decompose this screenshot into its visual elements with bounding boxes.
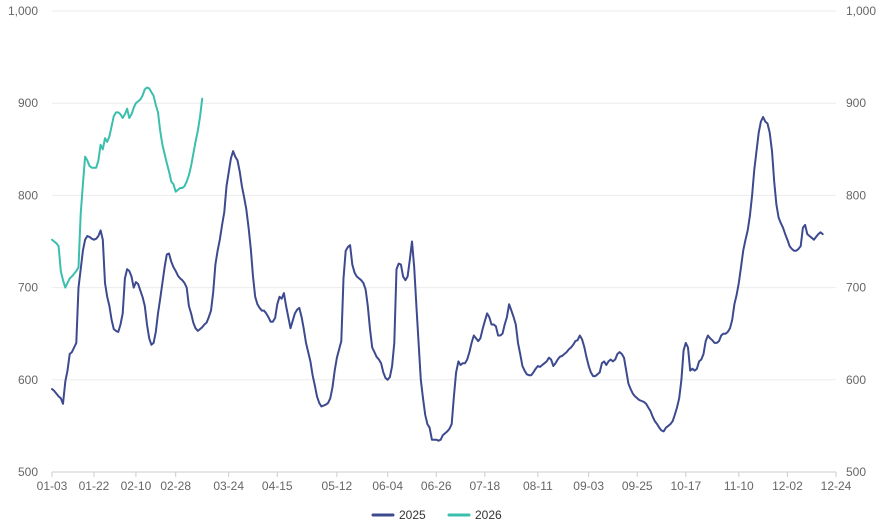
legend-label: 2026	[475, 508, 502, 522]
x-tick-label: 09-03	[573, 479, 604, 493]
y-axis-left: 500 600 700 800 900 1,000	[8, 4, 38, 479]
x-tick-label: 01-22	[79, 479, 110, 493]
x-tick-label: 04-15	[262, 479, 293, 493]
series-line-2025	[51, 116, 824, 442]
y-tick-label-right: 1,000	[846, 4, 876, 18]
x-tick-label: 07-18	[470, 479, 501, 493]
series-line-2026	[51, 86, 204, 289]
x-tick-label: 02-28	[160, 479, 191, 493]
x-tick-label: 10-17	[670, 479, 701, 493]
series-group	[51, 86, 824, 442]
x-tick-label: 12-02	[772, 479, 803, 493]
y-tick-label-left: 1,000	[8, 4, 38, 18]
y-axis-right: 500 600 700 800 900 1,000	[846, 4, 876, 479]
x-tick-label: 06-04	[372, 479, 403, 493]
x-tick-label: 03-24	[213, 479, 244, 493]
y-tick-label-left: 600	[18, 373, 38, 387]
y-tick-label-right: 500	[846, 465, 866, 479]
y-tick-label-right: 800	[846, 188, 866, 202]
legend-item-2025[interactable]: 2025	[371, 508, 426, 522]
y-tick-label-right: 700	[846, 281, 866, 295]
y-tick-label-left: 900	[18, 96, 38, 110]
x-tick-label: 11-10	[724, 479, 754, 493]
x-tick-label: 02-10	[121, 479, 152, 493]
y-tick-label-left: 800	[18, 188, 38, 202]
x-tick-label: 09-25	[622, 479, 653, 493]
x-tick-label: 06-26	[421, 479, 452, 493]
y-tick-label-right: 600	[846, 373, 866, 387]
legend-item-2026[interactable]: 2026	[447, 508, 502, 522]
y-tick-label-left: 700	[18, 281, 38, 295]
x-tick-label: 12-24	[821, 479, 852, 493]
x-tick-label: 01-03	[37, 479, 68, 493]
y-tick-label-right: 900	[846, 96, 866, 110]
y-tick-label-left: 500	[18, 465, 38, 479]
legend[interactable]: 2025 2026	[371, 508, 502, 522]
x-tick-label: 05-12	[322, 479, 353, 493]
x-tick-label: 08-11	[523, 479, 553, 493]
grid-lines	[52, 10, 836, 473]
x-axis: 01-03 01-22 02-10 02-28 03-24 04-15 05-12 06-04…	[37, 472, 852, 493]
legend-label: 2025	[399, 508, 426, 522]
